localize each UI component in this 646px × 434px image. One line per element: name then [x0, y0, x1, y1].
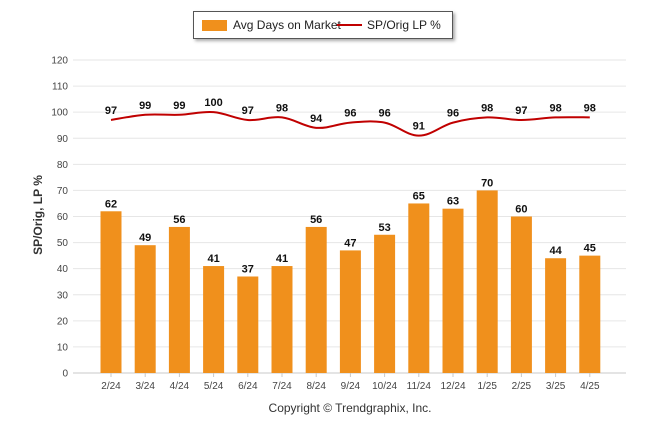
bar-value-label: 60	[515, 204, 527, 216]
line-value-label: 98	[584, 102, 596, 114]
y-tick-label: 80	[57, 160, 69, 171]
y-tick-label: 90	[57, 134, 69, 145]
line-value-label: 97	[515, 105, 527, 117]
copyright-text: Copyright © Trendgraphix, Inc.	[268, 401, 432, 415]
bar	[100, 211, 122, 373]
x-tick-label: 3/25	[546, 381, 566, 392]
bar-value-label: 45	[584, 243, 596, 255]
y-tick-label: 10	[57, 342, 69, 353]
y-tick-label: 70	[57, 186, 69, 197]
x-tick-label: 7/24	[272, 381, 292, 392]
bar-value-label: 65	[413, 190, 425, 202]
line-value-label: 91	[413, 121, 425, 133]
x-tick-label: 6/24	[238, 381, 258, 392]
line-value-label: 99	[139, 100, 151, 112]
sp-orig-lp-line	[110, 110, 590, 137]
bar-value-label: 47	[344, 237, 356, 249]
line-value-label: 97	[242, 105, 254, 117]
legend-label-line: SP/Orig LP %	[367, 18, 441, 32]
bar-value-label: 41	[276, 253, 288, 265]
line-value-label: 98	[549, 102, 561, 114]
line-value-label: 94	[310, 113, 323, 125]
line-value-label: 99	[173, 100, 185, 112]
bar-value-label: 53	[378, 222, 390, 234]
bar	[442, 208, 464, 373]
line-value-label: 97	[105, 105, 117, 117]
bar	[408, 203, 430, 373]
legend-swatch-bar	[202, 20, 227, 31]
line-value-label: 98	[481, 102, 493, 114]
y-tick-label: 120	[51, 56, 68, 67]
legend: Avg Days on Market SP/Orig LP %	[193, 11, 453, 39]
x-tick-label: 2/25	[512, 381, 532, 392]
x-tick-label: 1/25	[477, 381, 497, 392]
bar-value-label: 56	[310, 214, 322, 226]
x-tick-label: 8/24	[306, 381, 326, 392]
line-value-label: 98	[276, 102, 288, 114]
bar-value-label: 70	[481, 177, 493, 189]
legend-label-bar: Avg Days on Market	[233, 18, 341, 32]
bar-value-label: 49	[139, 232, 151, 244]
bar-value-label: 41	[207, 253, 219, 265]
y-tick-label: 0	[62, 369, 68, 380]
bar-value-label: 62	[105, 198, 117, 210]
x-tick-label: 10/24	[372, 381, 397, 392]
bar	[237, 276, 259, 373]
bar	[510, 216, 532, 373]
bar-value-label: 56	[173, 214, 185, 226]
y-axis-title: SP/Orig, LP %	[31, 175, 45, 255]
y-tick-label: 40	[57, 264, 69, 275]
x-tick-label: 4/24	[170, 381, 190, 392]
y-tick-label: 60	[57, 212, 69, 223]
line-value-label: 96	[447, 108, 459, 120]
y-tick-label: 100	[51, 108, 68, 119]
y-tick-label: 20	[57, 316, 69, 327]
bar	[203, 266, 225, 373]
x-tick-label: 5/24	[204, 381, 224, 392]
bar	[168, 226, 190, 373]
legend-swatch-line	[337, 24, 362, 26]
y-tick-label: 50	[57, 238, 69, 249]
bar-value-label: 37	[242, 263, 254, 275]
y-tick-label: 110	[52, 82, 68, 93]
line-value-label: 96	[344, 108, 356, 120]
line-value-label: 96	[378, 108, 390, 120]
line-value-label: 100	[204, 97, 222, 109]
bar	[134, 245, 156, 373]
x-tick-label: 2/24	[101, 381, 121, 392]
x-tick-label: 12/24	[440, 381, 465, 392]
x-tick-label: 4/25	[580, 381, 600, 392]
bar	[374, 234, 396, 373]
bar	[476, 190, 498, 373]
bar-value-label: 63	[447, 196, 459, 208]
x-tick-label: 9/24	[341, 381, 361, 392]
bar	[545, 258, 567, 373]
bar	[339, 250, 361, 373]
bar-value-label: 44	[549, 245, 562, 257]
bar	[271, 266, 293, 373]
y-tick-label: 30	[57, 290, 69, 301]
x-tick-label: 11/24	[407, 381, 432, 392]
bar	[305, 226, 327, 373]
x-tick-label: 3/24	[135, 381, 155, 392]
bar	[579, 255, 601, 373]
